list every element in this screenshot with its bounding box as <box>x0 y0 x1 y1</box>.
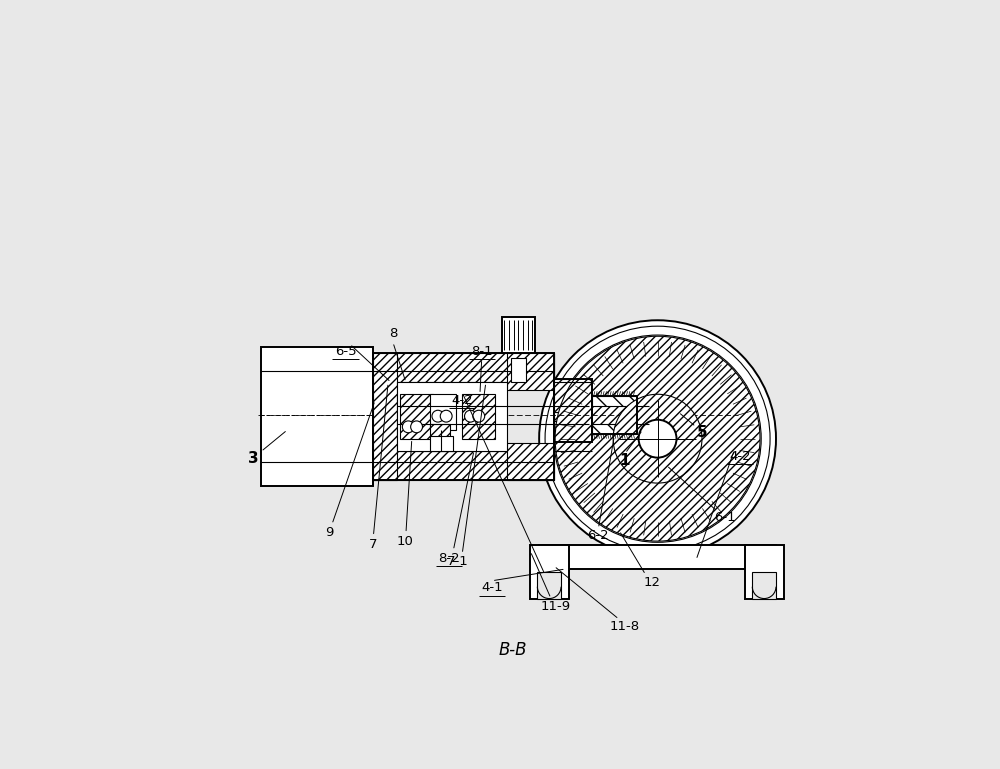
Text: 7: 7 <box>369 538 378 551</box>
Circle shape <box>555 336 760 541</box>
Text: 3: 3 <box>248 451 258 466</box>
Circle shape <box>613 394 702 483</box>
Bar <box>502 318 535 353</box>
Text: 8: 8 <box>389 328 397 341</box>
Bar <box>400 394 433 438</box>
Bar <box>554 421 592 438</box>
Bar <box>507 444 554 480</box>
Text: 6-5: 6-5 <box>335 345 356 358</box>
Circle shape <box>545 326 770 551</box>
Bar <box>261 347 373 486</box>
Text: 6-2: 6-2 <box>588 529 609 541</box>
Circle shape <box>473 410 485 422</box>
Bar <box>537 572 561 598</box>
Bar <box>592 396 637 406</box>
Bar <box>592 424 637 434</box>
Bar <box>745 545 784 598</box>
Bar <box>752 572 776 598</box>
Text: 9: 9 <box>325 526 333 539</box>
Text: 11-8: 11-8 <box>610 621 640 634</box>
Text: 4-2: 4-2 <box>451 394 473 407</box>
Bar <box>397 382 507 451</box>
Text: 11-9: 11-9 <box>540 600 570 613</box>
Text: 8-2: 8-2 <box>438 552 460 564</box>
Circle shape <box>440 410 452 422</box>
Text: 1: 1 <box>620 453 630 468</box>
Text: 7-1: 7-1 <box>447 555 469 568</box>
Bar <box>592 396 637 434</box>
Circle shape <box>539 320 776 557</box>
Bar <box>554 379 592 412</box>
Circle shape <box>432 410 444 422</box>
Bar <box>373 353 554 382</box>
Bar <box>373 353 397 480</box>
Bar <box>462 394 495 438</box>
Bar <box>507 353 554 390</box>
Circle shape <box>598 379 717 498</box>
Text: 12: 12 <box>643 576 660 589</box>
Text: 4-2: 4-2 <box>730 450 751 463</box>
Bar <box>554 379 592 441</box>
Bar <box>530 545 569 598</box>
Circle shape <box>639 420 677 458</box>
Text: 8-1: 8-1 <box>471 345 493 358</box>
Bar <box>430 424 450 438</box>
Bar <box>373 451 554 480</box>
Bar <box>373 353 554 480</box>
Text: 10: 10 <box>396 534 413 548</box>
Bar <box>539 545 776 569</box>
Bar <box>430 394 456 430</box>
Circle shape <box>411 421 422 433</box>
Bar <box>554 398 592 430</box>
Bar <box>430 436 453 451</box>
Circle shape <box>465 410 476 422</box>
Text: B-B: B-B <box>498 641 527 659</box>
Circle shape <box>554 335 761 542</box>
Text: 4-1: 4-1 <box>481 581 503 594</box>
Circle shape <box>402 421 414 433</box>
Bar <box>511 358 526 382</box>
Text: 6-1: 6-1 <box>714 511 735 524</box>
Text: 5: 5 <box>697 425 707 441</box>
